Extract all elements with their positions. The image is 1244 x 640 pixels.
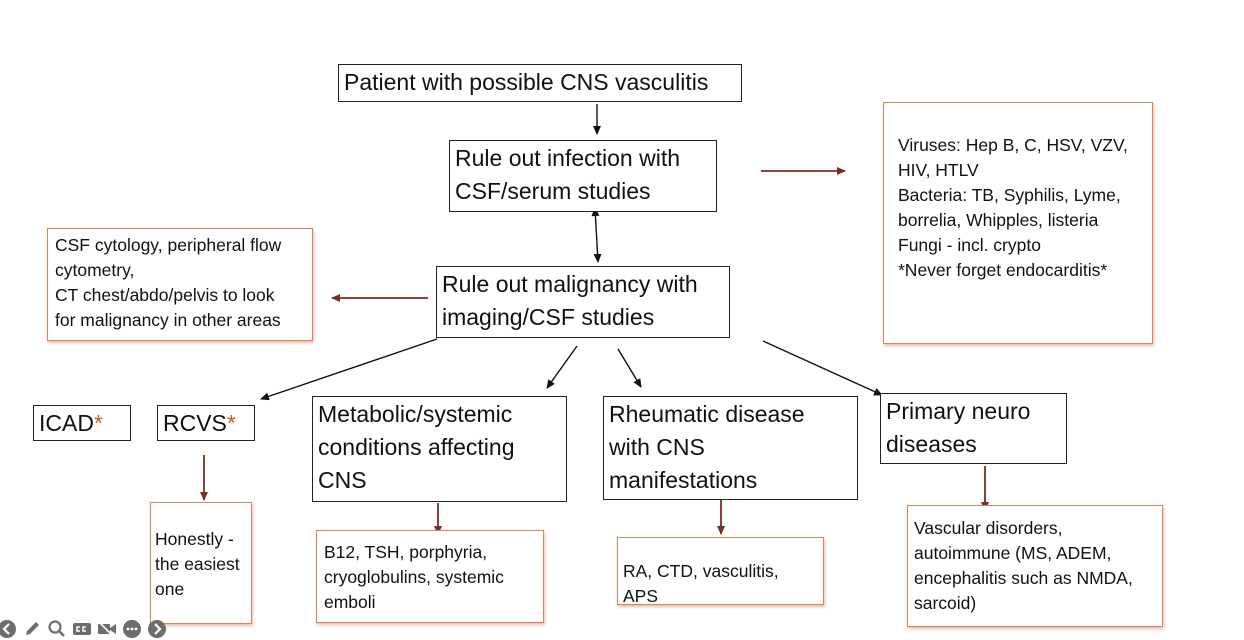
pen-icon[interactable]	[21, 618, 43, 640]
rheumatic-line-1: Rheumatic disease	[609, 401, 805, 427]
metabolic-line-2: conditions affecting	[318, 434, 515, 460]
infection-detail-line-1: Viruses: Hep B, C, HSV, VZV,	[898, 135, 1128, 155]
presentation-toolbar	[0, 618, 168, 640]
rheumatic-line-3: manifestations	[609, 467, 758, 493]
zoom-icon[interactable]	[46, 618, 68, 640]
rheumatic-detail-box: RA, CTD, vasculitis, APS	[617, 537, 824, 606]
metabolic-line-3: CNS	[318, 467, 367, 493]
metabolic-detail-line-3: emboli	[324, 592, 376, 612]
arrow-infection-malignancy	[591, 207, 602, 263]
neuro-line-1: Primary neuro	[886, 398, 1031, 424]
icad-label: ICAD	[39, 410, 94, 436]
infection-line-2: CSF/serum studies	[455, 178, 651, 204]
malignancy-detail-line-1: CSF cytology, peripheral flow	[55, 235, 282, 255]
icad-asterisk: *	[93, 410, 103, 436]
metabolic-node: Metabolic/systemic conditions affecting …	[312, 396, 567, 502]
rcvs-label: RCVS	[163, 410, 227, 436]
neuro-detail-line-3: encephalitis such as NMDA,	[914, 568, 1133, 588]
malignancy-line-2: imaging/CSF studies	[442, 304, 655, 330]
infection-detail-line-6: *Never forget endocarditis*	[898, 260, 1108, 280]
infection-detail-line-3: Bacteria: TB, Syphilis, Lyme,	[898, 185, 1121, 205]
neuro-detail-box: Vascular disorders, autoimmune (MS, ADEM…	[907, 505, 1163, 627]
arrow-to-rcvs	[260, 338, 438, 401]
arrow-to-metabolic	[546, 345, 578, 389]
rheumatic-node: Rheumatic disease with CNS manifestation…	[603, 396, 858, 500]
neuro-detail-line-1: Vascular disorders,	[914, 518, 1063, 538]
infection-line-1: Rule out infection with	[455, 145, 681, 171]
rheumatic-detail-line-1: RA, CTD, vasculitis, APS	[623, 561, 779, 606]
malignancy-detail-line-4: for malignancy in other areas	[55, 310, 281, 330]
root-label: Patient with possible CNS vasculitis	[344, 69, 709, 95]
neuro-line-2: diseases	[886, 431, 977, 457]
neuro-detail-line-4: sarcoid)	[914, 593, 977, 613]
malignancy-detail-line-2: cytometry,	[55, 260, 135, 280]
infection-node: Rule out infection with CSF/serum studie…	[449, 140, 717, 212]
malignancy-detail-line-3: CT chest/abdo/pelvis to look	[55, 285, 275, 305]
infection-detail-line-2: HIV, HTLV	[898, 160, 979, 180]
malignancy-detail-box: CSF cytology, peripheral flow cytometry,…	[47, 228, 313, 341]
forward-icon[interactable]	[146, 618, 168, 640]
camera-off-icon[interactable]	[96, 618, 118, 640]
rcvs-detail-line-1: Honestly -	[155, 529, 234, 549]
infection-detail-line-5: Fungi - incl. crypto	[898, 235, 1041, 255]
metabolic-detail-line-2: cryoglobulins, systemic	[324, 567, 504, 587]
captions-icon[interactable]	[71, 618, 93, 640]
arrow-to-rheumatic	[617, 348, 642, 388]
rcvs-detail-line-2: the easiest	[155, 554, 240, 574]
root-node: Patient with possible CNS vasculitis	[338, 64, 742, 102]
rcvs-asterisk: *	[226, 410, 236, 436]
back-icon[interactable]	[0, 618, 18, 640]
metabolic-detail-line-1: B12, TSH, porphyria,	[324, 542, 488, 562]
rcvs-detail-box: Honestly - the easiest one	[150, 502, 252, 624]
rcvs-node: RCVS*	[157, 405, 255, 441]
metabolic-detail-box: B12, TSH, porphyria, cryoglobulins, syst…	[316, 530, 544, 623]
neuro-node: Primary neuro diseases	[880, 393, 1067, 464]
rcvs-detail-line-3: one	[155, 579, 185, 599]
malignancy-node: Rule out malignancy with imaging/CSF stu…	[436, 266, 730, 338]
icad-node: ICAD*	[33, 405, 131, 441]
metabolic-line-1: Metabolic/systemic	[318, 401, 513, 427]
arrow-to-neuro	[762, 340, 883, 396]
malignancy-line-1: Rule out malignancy with	[442, 271, 698, 297]
neuro-detail-line-2: autoimmune (MS, ADEM,	[914, 543, 1112, 563]
rheumatic-line-2: with CNS	[609, 434, 705, 460]
infection-detail-box: Viruses: Hep B, C, HSV, VZV, HIV, HTLV B…	[883, 102, 1153, 344]
more-icon[interactable]	[121, 618, 143, 640]
infection-detail-line-4: borrelia, Whipples, listeria	[898, 210, 1099, 230]
